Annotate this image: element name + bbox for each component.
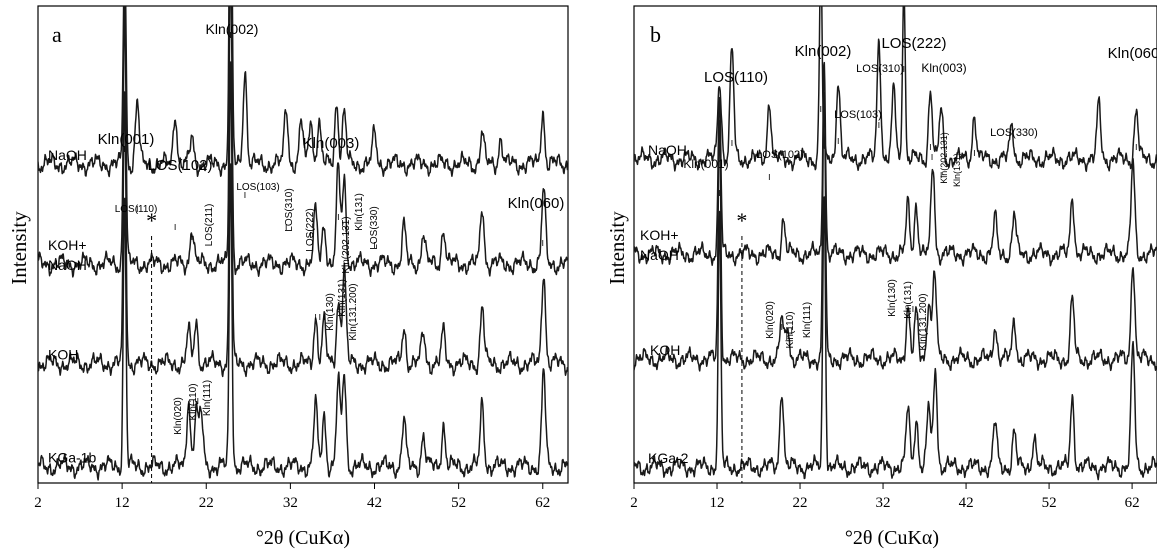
peak-annotation: Kln(001) [683,157,728,171]
series-line-koh-naoh [38,6,568,278]
peak-annotation: Kln(020) [765,301,776,339]
peak-annotation: Kln(060) [1108,45,1157,62]
plot-frame [633,5,1157,484]
peak-annotation: LOS(222) [305,208,316,251]
series-line-kga-2 [634,196,1157,481]
peak-annotation: Kln(110) [188,383,199,420]
peak-annotation: Kln(131) [337,279,348,317]
series-label: KGa-1b [48,449,96,465]
peak-annotation: LOS(222) [881,35,946,52]
peak-annotation: Kln(110) [785,311,796,348]
peak-annotation: LOS(102) [756,149,804,161]
peak-annotation: Kln(130) [325,293,336,331]
series-line-kga-1b [38,163,568,481]
panel-a: 2 12 22 32 42 52 62 °2θ (CuKα) Intensity a NaOH KOH… [7,5,569,549]
peak-annotation: LOS(310) [284,188,295,231]
marker-asterisk: * [736,208,747,233]
y-axis-label: Intensity [7,211,31,285]
peak-annotation: LOS(310) [856,63,904,75]
series-line-naoh [38,6,568,178]
peak-annotation: Kln(060) [508,195,565,212]
series-label: KOH [48,347,78,363]
x-tick-label: 32 [283,495,298,511]
peak-annotation: Kln(111) [802,302,813,338]
x-tick-label: 22 [199,495,214,511]
x-tick-label: 12 [710,495,725,511]
x-tick-label: 62 [1125,495,1140,511]
peak-annotation: Kln(003) [921,61,966,75]
series-line-naoh [634,6,1157,173]
x-tick-label: 2 [34,495,42,511]
x-tick-label: 22 [793,495,808,511]
x-axis-label: °2θ (CuKα) [256,527,350,549]
series-label: KOH+ NaOH [640,227,679,263]
x-tick-label: 62 [535,495,550,511]
peak-annotation: Kln(003) [303,135,360,152]
peak-annotation: Kln(131) [903,281,914,319]
x-tick-label: 12 [115,495,130,511]
peak-annotation: Kln(001) [98,131,155,148]
peak-annotation: LOS(103) [834,109,882,121]
peak-annotation: LOS(211) [204,204,215,247]
panel-label: a [52,22,62,47]
x-tick-label: 52 [451,495,466,511]
peak-annotation: LOS(110) [115,204,158,215]
peak-annotation: Kln(131.200) [348,283,359,340]
peak-annotation: Kln(130) [887,279,898,317]
peak-annotation: Kln(002) [206,21,259,37]
series-label: KGa-2 [648,450,689,466]
x-tick-label: 2 [630,495,638,511]
x-axis-label: °2θ (CuKα) [845,527,939,549]
panel-label: b [650,22,661,47]
plot-frame [37,5,569,484]
peak-annotation: LOS(103) [236,182,279,193]
x-tick-label: 32 [876,495,891,511]
peak-annotation: Kln(131) [952,153,962,187]
series-label: KOH+ NaOH [48,237,87,273]
series-label: NaOH [48,147,87,163]
traces [38,6,568,481]
peak-annotation: Kln(111) [202,380,213,416]
traces [634,6,1157,481]
peak-annotation: Kln(202.131) [341,216,352,273]
peak-annotation: Kln(002) [795,43,852,60]
x-tick-label: 42 [959,495,974,511]
x-tick-label: 42 [367,495,382,511]
peak-annotation: LOS(102) [147,157,212,174]
peak-annotation: LOS(110) [704,69,768,86]
peak-annotation: LOS(330) [990,127,1038,139]
peak-annotation: Kln(020) [173,397,184,435]
peak-annotation: Kln(202.131) [939,132,949,184]
panel-b: 2 12 22 32 42 52 62 °2θ (CuKα) Intensity b NaOH KOH… [605,5,1157,549]
peak-annotation: Kln(131.200) [918,293,929,350]
series-label: KOH [650,342,680,358]
x-tick-label: 52 [1042,495,1057,511]
series-line-koh [38,61,568,378]
peak-annotation: LOS(330) [369,206,380,249]
series-line-koh [634,91,1157,372]
marker-asterisk: * [146,208,157,233]
y-axis-label: Intensity [605,211,629,285]
peak-annotation: Kln(131) [354,193,365,231]
series-label: NaOH [648,142,687,158]
